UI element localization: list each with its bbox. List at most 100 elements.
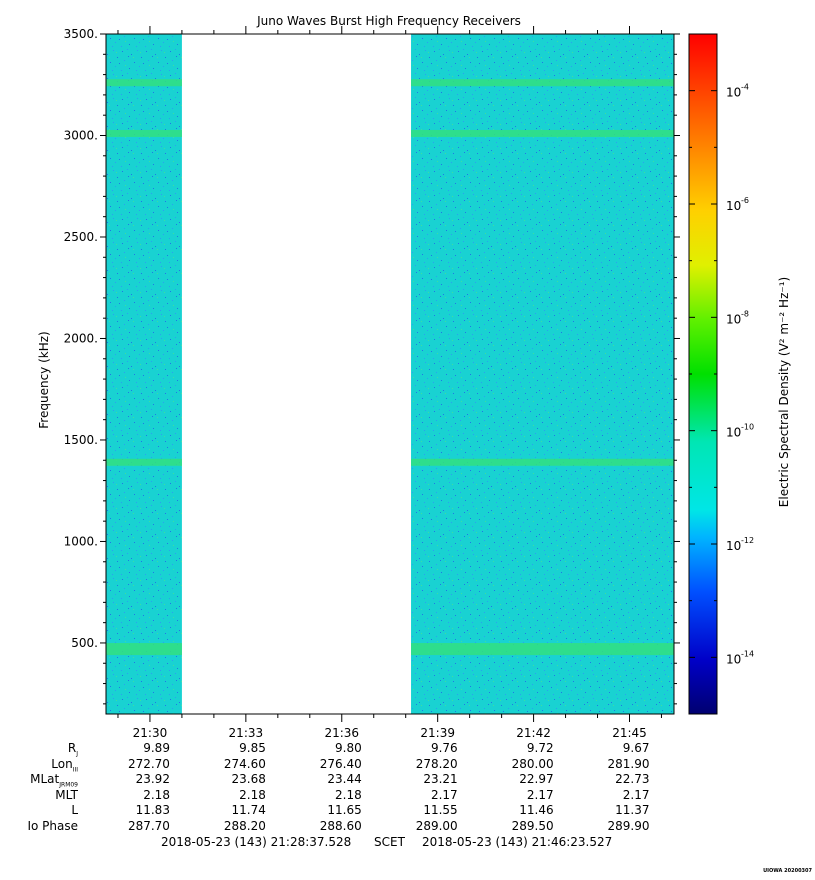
ephemeris-value: 278.20 <box>415 756 458 771</box>
y-tick-label: 3500. <box>64 27 98 41</box>
ephemeris-value: 9.89 <box>143 741 170 755</box>
emission-line <box>106 643 182 656</box>
ephemeris-label-text: MLT <box>55 787 78 802</box>
y-tick-label: 500. <box>71 636 98 650</box>
y-tick-label: 1000. <box>64 534 98 548</box>
ephemeris-value: 2.18 <box>239 787 266 802</box>
emission-line <box>106 129 182 137</box>
ephemeris-value: 9.72 <box>526 741 554 755</box>
ephemeris-value: 23.21 <box>423 772 458 787</box>
ephemeris-value: 11.37 <box>615 803 650 818</box>
ephemeris-value: 23.92 <box>135 772 170 787</box>
ephemeris-label-subscript: JRM09 <box>59 781 78 789</box>
ephemeris-value: 2.17 <box>622 787 650 802</box>
ephemeris-value: 2.18 <box>143 787 170 802</box>
ephemeris-value: 2.17 <box>526 787 554 802</box>
ephemeris-label-text: L <box>71 803 78 818</box>
colorbar-tick-label: 10 <box>726 652 741 666</box>
ephemeris-value: 22.97 <box>519 772 554 787</box>
data-interval-1 <box>411 34 674 714</box>
ephemeris-label-text: Lon <box>51 756 73 771</box>
ephemeris-value: 289.00 <box>415 819 458 833</box>
ephemeris-label-text: Io Phase <box>27 819 78 833</box>
colorbar-tick-label: 10 <box>726 199 741 213</box>
ephemeris-value: 11.65 <box>327 803 362 818</box>
y-tick-label: 1500. <box>64 433 98 447</box>
ephemeris-value: 9.80 <box>335 741 362 755</box>
x-tick-label: 21:33 <box>229 726 264 740</box>
ephemeris-value: 23.44 <box>327 772 362 787</box>
ephemeris-value: 274.60 <box>223 756 266 771</box>
ephemeris-value: 280.00 <box>511 756 554 771</box>
emission-line <box>106 458 182 466</box>
x-tick-label: 21:36 <box>324 726 359 740</box>
y-tick-label: 3000. <box>64 128 98 142</box>
y-axis: 500. 1000. 1500. 2000. 2500. 3000. 3500. <box>64 27 680 705</box>
ephemeris-value: 23.68 <box>231 772 266 787</box>
x-tick-label: 21:42 <box>516 726 551 740</box>
ephemeris-label-text: MLat <box>30 772 60 787</box>
spectrogram-data <box>106 34 674 714</box>
time-range-start: 2018-05-23 (143) 21:28:37.528 <box>161 835 351 849</box>
ephemeris-value: 289.90 <box>607 819 650 833</box>
ephemeris-row-label: MLT <box>55 788 78 802</box>
colorbar-tick-label: 10 <box>726 312 741 326</box>
emission-line <box>411 79 674 87</box>
ephemeris-value: 9.85 <box>239 741 266 755</box>
x-tick-label: 21:30 <box>133 726 168 740</box>
ephemeris-value: 2.18 <box>335 787 362 802</box>
emission-line <box>411 129 674 137</box>
y-tick-label: 2500. <box>64 230 98 244</box>
ephemeris-row-label: Io Phase <box>27 819 78 833</box>
ephemeris-value: 9.67 <box>622 741 650 755</box>
emission-line <box>411 458 674 466</box>
x-tick-label: 21:39 <box>420 726 455 740</box>
plot-frame <box>105 33 675 715</box>
ephemeris-label-subscript: J <box>76 750 78 758</box>
ephemeris-value: 11.55 <box>423 803 458 818</box>
ephemeris-value: 11.74 <box>231 803 266 818</box>
ephemeris-value: 11.83 <box>135 803 170 818</box>
colorbar-tick-label: 10 <box>726 539 741 553</box>
ephemeris-value: 281.90 <box>607 756 650 771</box>
y-tick-label: 2000. <box>64 331 98 345</box>
ephemeris-value: 289.50 <box>511 819 554 833</box>
colorbar-tick-exponent: -14 <box>741 649 754 658</box>
x-tick-label: 21:45 <box>612 726 647 740</box>
colorbar <box>688 33 718 715</box>
credit-stamp: UIOWA 20200307 <box>763 868 812 874</box>
ephemeris-value: 288.60 <box>319 819 362 833</box>
ephemeris-label-text: R <box>67 741 77 755</box>
ephemeris-value: 11.46 <box>519 803 554 818</box>
ephemeris-value: 276.40 <box>319 756 362 771</box>
ephemeris-value: 22.73 <box>615 772 650 787</box>
colorbar-tick-label: 10 <box>726 86 741 100</box>
ephemeris-value: 2.17 <box>430 787 458 802</box>
colorbar-tick-exponent: -10 <box>741 423 754 432</box>
colorbar-tick-exponent: -12 <box>741 536 754 545</box>
colorbar-tick-exponent: -8 <box>741 309 749 318</box>
x-axis: 21:30 21:33 21:36 21:39 21:42 21:45 <box>117 26 662 740</box>
emission-line <box>106 79 182 87</box>
y-axis-label: Frequency (kHz) <box>37 331 51 428</box>
ephemeris-row-label: MLatJRM09 <box>30 772 78 788</box>
chart-title: Juno Waves Burst High Frequency Receiver… <box>256 14 521 28</box>
colorbar-tick-exponent: -6 <box>741 196 749 205</box>
ephemeris-row-label: LonIII <box>51 757 78 773</box>
ephemeris-value: 272.70 <box>127 756 170 771</box>
emission-line <box>411 643 674 656</box>
ephemeris-value: 287.70 <box>127 819 170 833</box>
ephemeris-value: 288.20 <box>223 819 266 833</box>
time-range-end: 2018-05-23 (143) 21:46:23.527 <box>422 835 612 849</box>
colorbar-tick-exponent: -4 <box>741 83 749 92</box>
ephemeris-label-subscript: III <box>72 765 78 773</box>
data-interval-0 <box>106 34 182 714</box>
colorbar-tick-label: 10 <box>726 426 741 440</box>
ephemeris-row-label: RJ <box>68 741 78 757</box>
ephemeris-value: 9.76 <box>430 741 458 755</box>
ephemeris-row-label: L <box>71 803 78 817</box>
colorbar-label: Electric Spectral Density (V² m⁻² Hz⁻¹) <box>777 277 791 507</box>
time-range-scet: SCET <box>374 835 406 849</box>
